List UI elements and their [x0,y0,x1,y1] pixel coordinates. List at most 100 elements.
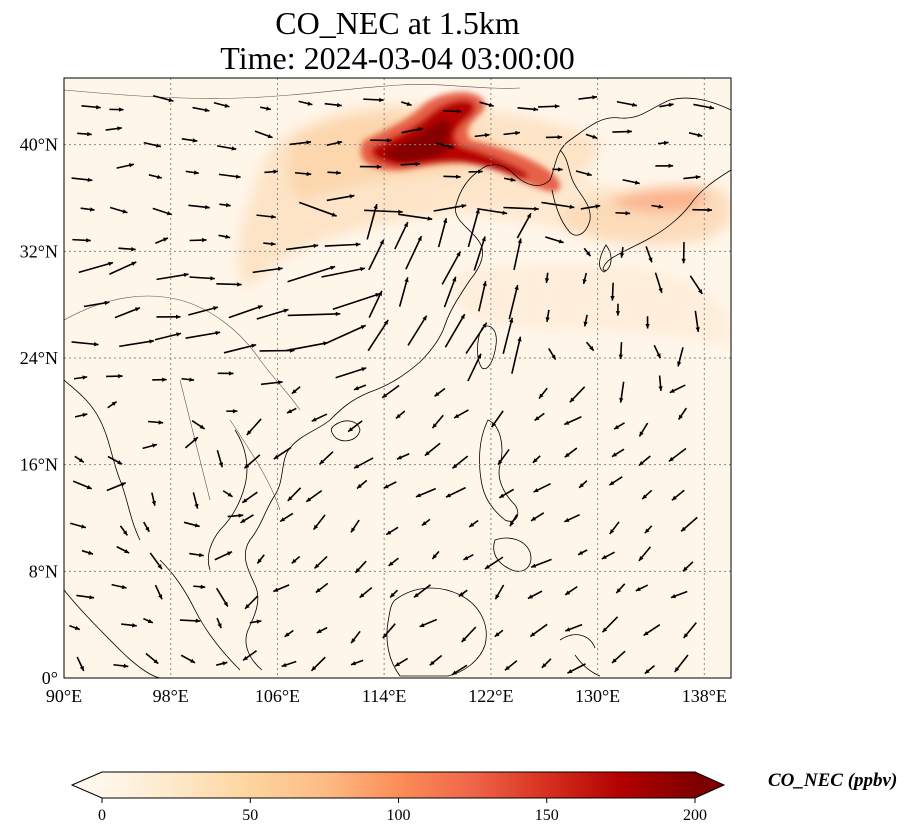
wind-arrow [517,107,539,112]
map-title-line1: CO_NEC at 1.5km [275,5,520,41]
wind-arrow [494,584,505,600]
lat-tick-label: 24°N [20,348,58,368]
wind-arrow [658,375,663,392]
wind-arrow [407,315,428,346]
wind-arrow [81,105,101,110]
wind-arrow [419,618,438,628]
wind-arrow [216,450,224,468]
wind-arrow [601,551,615,560]
wind-arrow [242,650,258,662]
wind-arrow [677,347,684,367]
wind-arrow [533,482,551,493]
wind-arrow [615,583,626,594]
wind-arrow [503,177,516,182]
wind-arrow [216,282,242,287]
colorbar-body [102,772,695,798]
wind-arrow [583,247,592,257]
wind-arrow [638,546,652,562]
wind-arrow [564,585,578,596]
wind-arrow [585,133,598,139]
wind-arrow [222,490,233,498]
colorbar: 0 50 100 150 200 [70,771,726,824]
wind-arrow [189,237,207,243]
wind-arrow [69,624,81,631]
wind-arrow [366,203,378,240]
wind-arrow [219,202,231,208]
wind-arrow [354,560,367,574]
map-title-line2: Time: 2024-03-04 03:00:00 [220,40,575,76]
lon-tick-label: 122°E [468,686,513,706]
wind-arrow [461,626,477,643]
wind-arrow [326,140,343,147]
wind-arrow [444,313,466,348]
wind-arrow [643,624,661,637]
wind-arrow [324,102,342,108]
wind-arrow [80,207,95,212]
wind-arrow [616,100,638,107]
lat-tick-label: 8°N [29,561,58,581]
wind-arrow [263,241,276,247]
wind-arrow [431,550,440,560]
coastline-korea [551,149,591,236]
wind-arrow [359,164,382,169]
wind-arrow [530,512,545,522]
wind-arrow [181,377,195,382]
wind-arrow [541,201,575,209]
wind-arrow [400,101,412,107]
wind-arrow [569,386,586,403]
wind-arrow [249,619,262,624]
wind-arrow [688,132,703,138]
wind-arrow [154,332,182,341]
wind-arrow [478,281,487,312]
lat-tick-label: 16°N [20,455,58,475]
wind-arrow [638,422,649,437]
wind-arrow [405,235,423,270]
wind-arrow [185,170,199,175]
lon-tick-label: 130°E [575,686,620,706]
wind-arrow [83,300,110,308]
wind-arrow [72,238,91,243]
wind-arrow [281,660,297,668]
wind-arrow [577,549,588,556]
coastline-sumatra-malaya [64,559,241,678]
wind-arrow [256,214,276,219]
wind-arrow [285,243,319,251]
wind-arrow [644,664,656,675]
wind-arrow [608,476,623,486]
wind-arrow [654,272,663,294]
wind-arrow [279,512,294,523]
wind-arrow [364,209,403,214]
wind-arrow [453,409,469,419]
wind-arrow [644,525,653,534]
wind-arrow [109,261,137,275]
wind-arrow [434,387,446,397]
wind-arrow [218,234,231,239]
wind-arrow [142,443,158,450]
wind-arrow [71,341,99,347]
wind-arrow [76,594,95,600]
wind-arrow [694,310,700,333]
wind-arrow [613,422,625,430]
wind-arrow [228,305,263,319]
wind-arrow [74,412,88,418]
wind-arrow [298,201,337,217]
wind-arrow [286,407,297,414]
wind-arrow [683,175,701,180]
latitude-tick-labels: 0° 8°N 16°N 24°N 32°N 40°N [20,135,58,688]
wind-arrow [612,129,632,134]
wind-arrow [291,386,301,395]
wind-arrow [516,212,532,239]
wind-arrow [152,94,174,103]
wind-arrow [305,489,323,503]
wind-arrow [458,589,468,598]
wind-arrow [552,167,563,172]
colorbar-extend-min [72,772,102,798]
wind-arrow [298,100,313,106]
wind-arrow [545,135,563,140]
wind-arrow [693,103,715,110]
wind-arrow [113,663,129,669]
wind-arrow [681,242,686,264]
wind-arrow [431,414,444,429]
wind-arrow [215,587,229,607]
wind-arrow [474,133,490,138]
